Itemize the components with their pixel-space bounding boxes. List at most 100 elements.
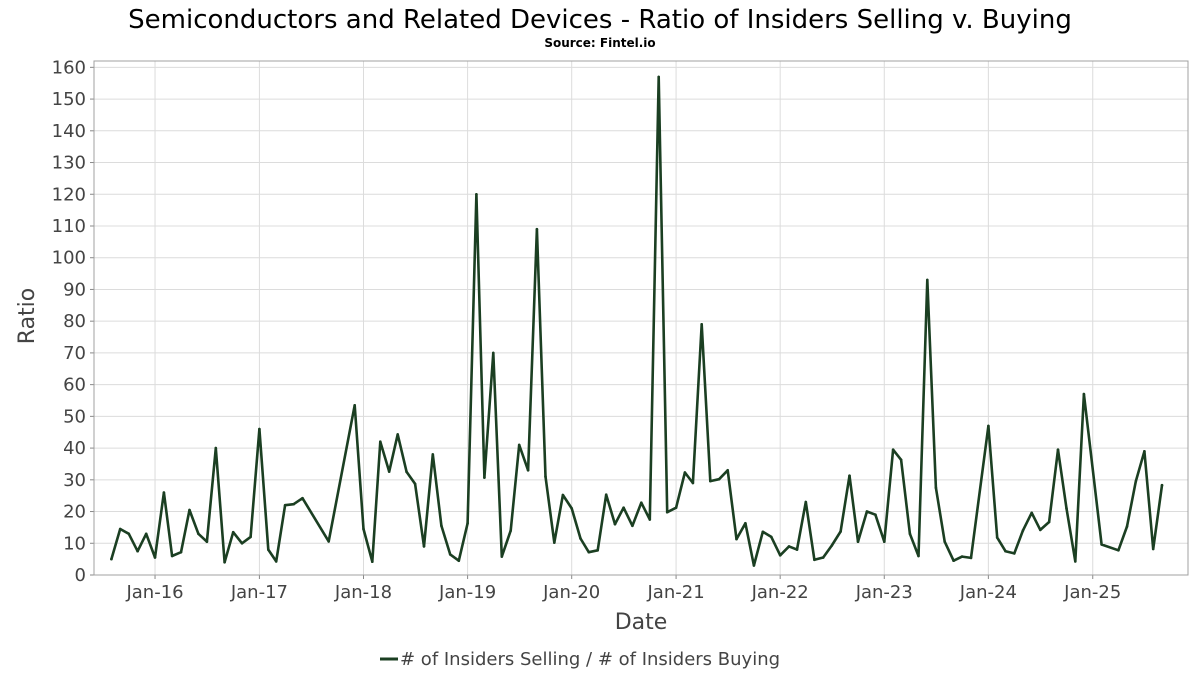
data-point — [943, 540, 946, 543]
data-point — [1143, 450, 1146, 453]
data-point — [1134, 480, 1138, 483]
data-point — [362, 527, 365, 531]
data-point — [162, 491, 166, 494]
data-point — [448, 553, 452, 556]
data-point — [249, 535, 252, 539]
data-point — [804, 500, 808, 504]
series-layer — [110, 75, 1164, 567]
data-point — [1056, 448, 1060, 452]
data-point — [258, 427, 261, 431]
data-point — [604, 493, 608, 497]
x-tick-label: Jan-17 — [230, 582, 288, 603]
data-point — [413, 482, 417, 486]
plot-area: 0 10 20 30 40 50 60 70 80 90 100 110 120 130 140 150 160… — [52, 57, 1189, 603]
chart-title: Semiconductors and Related Devices - Rat… — [128, 5, 1072, 35]
data-point — [1117, 549, 1120, 552]
y-axis-ticks: 0 10 20 30 40 50 60 70 80 90 100 110 120 130 140 150 160 — [52, 57, 94, 586]
data-point — [396, 433, 400, 436]
data-point — [934, 486, 938, 490]
data-point — [1100, 543, 1103, 546]
data-point — [179, 550, 183, 554]
data-point — [144, 532, 148, 536]
data-point — [761, 530, 765, 534]
data-point — [544, 475, 547, 478]
y-tick-label: 70 — [63, 343, 86, 364]
data-point — [744, 522, 747, 525]
data-point — [197, 532, 200, 536]
y-tick-label: 80 — [63, 311, 86, 332]
data-point — [327, 540, 331, 543]
data-point — [865, 510, 869, 513]
data-point — [926, 278, 929, 282]
data-point — [301, 496, 304, 500]
data-point — [969, 556, 973, 560]
x-axis-label: Date — [615, 610, 668, 635]
y-tick-label: 140 — [52, 121, 86, 142]
data-point — [1160, 483, 1164, 487]
data-point — [700, 323, 703, 326]
data-point — [821, 556, 825, 559]
data-point — [648, 518, 652, 521]
data-point — [579, 537, 582, 540]
data-point — [1151, 547, 1155, 551]
data-point — [526, 469, 530, 472]
grid — [94, 61, 1188, 576]
data-point — [483, 476, 486, 479]
x-tick-label: Jan-22 — [751, 582, 809, 603]
y-tick-label: 40 — [63, 438, 86, 459]
data-point — [267, 548, 270, 551]
data-point — [292, 502, 295, 506]
x-tick-label: Jan-20 — [542, 582, 600, 603]
plot-frame — [93, 60, 1189, 576]
data-point — [509, 529, 512, 532]
data-point — [405, 470, 408, 474]
data-point — [995, 536, 999, 539]
x-tick-label: Jan-16 — [125, 582, 183, 603]
data-point — [683, 471, 687, 474]
y-tick-label: 130 — [52, 153, 86, 174]
data-point — [1047, 520, 1051, 524]
data-point — [205, 540, 209, 543]
data-point — [1074, 560, 1077, 563]
x-tick-label: Jan-25 — [1063, 582, 1121, 603]
legend: # of Insiders Selling / # of Insiders Bu… — [380, 649, 780, 670]
data-point — [1013, 552, 1016, 555]
y-tick-label: 150 — [52, 89, 86, 110]
data-point — [1125, 525, 1129, 528]
data-point — [770, 535, 773, 539]
x-tick-label: Jan-21 — [647, 582, 705, 603]
data-point — [440, 524, 443, 528]
y-tick-label: 30 — [63, 470, 86, 491]
data-point — [214, 446, 218, 450]
data-point — [387, 470, 391, 473]
data-point — [1065, 507, 1068, 510]
data-point — [813, 558, 816, 562]
data-point — [657, 75, 660, 79]
data-point — [839, 530, 842, 533]
data-point — [353, 404, 357, 407]
data-point — [153, 556, 157, 559]
data-point — [622, 506, 625, 510]
data-point — [431, 453, 435, 456]
data-point — [883, 540, 886, 543]
data-point — [587, 550, 591, 554]
data-point — [136, 549, 139, 553]
data-point — [561, 493, 565, 497]
data-point — [500, 555, 504, 558]
x-tick-label: Jan-19 — [438, 582, 496, 603]
data-point — [283, 503, 287, 507]
data-point — [188, 508, 191, 512]
data-point — [717, 477, 721, 481]
data-point — [475, 193, 478, 196]
data-point — [1021, 529, 1025, 532]
data-point — [553, 541, 556, 544]
data-point — [1039, 528, 1042, 532]
y-tick-label: 20 — [63, 502, 86, 523]
data-point — [874, 513, 877, 516]
data-point — [274, 560, 278, 563]
data-point — [379, 440, 382, 444]
data-point — [517, 443, 521, 447]
y-tick-label: 120 — [52, 184, 86, 205]
data-point — [596, 549, 599, 552]
